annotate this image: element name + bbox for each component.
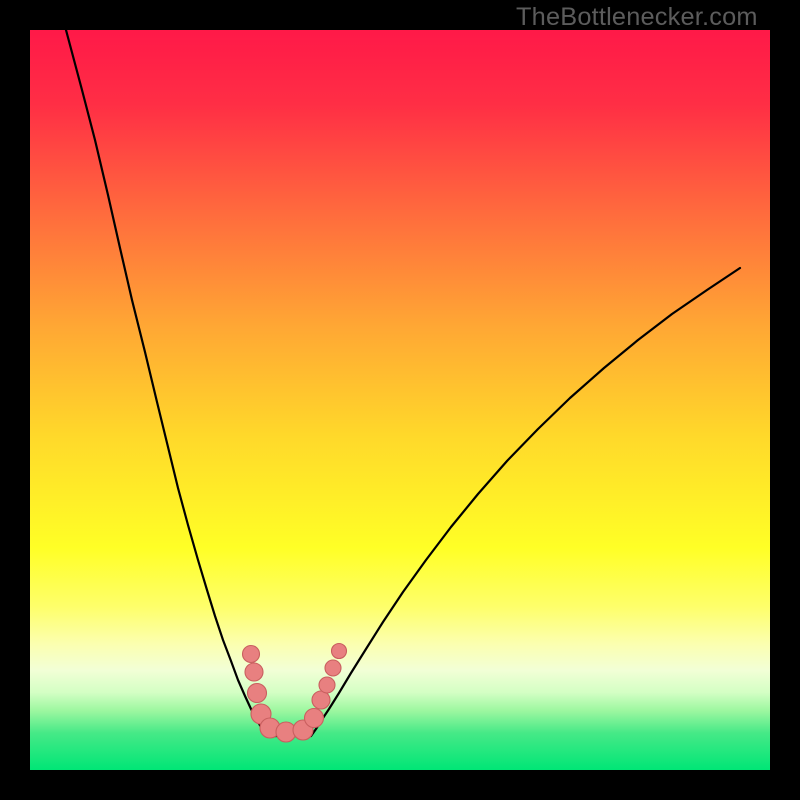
watermark-text: TheBottlenecker.com bbox=[516, 3, 758, 32]
beads-group bbox=[243, 644, 347, 743]
bead bbox=[332, 644, 347, 659]
curve-right bbox=[311, 268, 740, 736]
bead bbox=[245, 663, 263, 681]
plot-area bbox=[30, 30, 770, 770]
bead bbox=[248, 684, 267, 703]
bead bbox=[305, 709, 324, 728]
curve-left bbox=[58, 30, 267, 736]
bead bbox=[243, 646, 260, 663]
outer-frame: TheBottlenecker.com bbox=[0, 0, 800, 800]
curve-layer bbox=[30, 30, 770, 770]
bead bbox=[325, 660, 341, 676]
bead bbox=[319, 677, 335, 693]
bead bbox=[312, 691, 330, 709]
